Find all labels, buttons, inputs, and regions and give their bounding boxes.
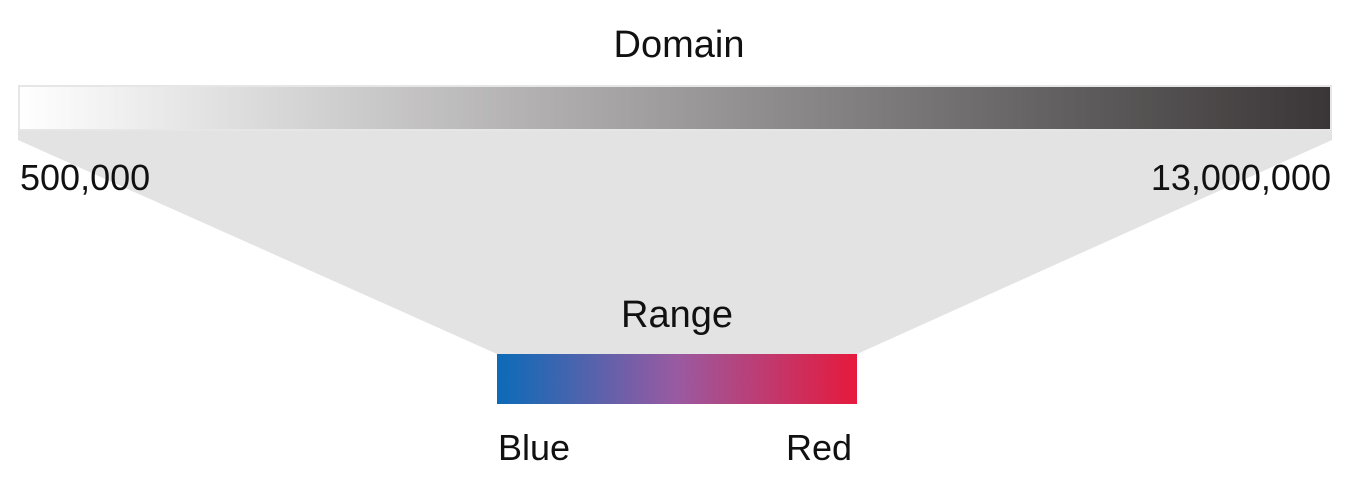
domain-min-label: 500,000 (20, 157, 151, 198)
funnel-shape (18, 131, 1332, 354)
range-title: Range (621, 294, 733, 336)
domain-gradient-bar (18, 85, 1332, 131)
domain-max-label: 13,000,000 (1150, 157, 1331, 198)
range-max-label: Red (786, 427, 853, 468)
range-gradient-bar (497, 354, 857, 404)
domain-title: Domain (613, 24, 745, 66)
range-min-label: Blue (498, 427, 571, 468)
